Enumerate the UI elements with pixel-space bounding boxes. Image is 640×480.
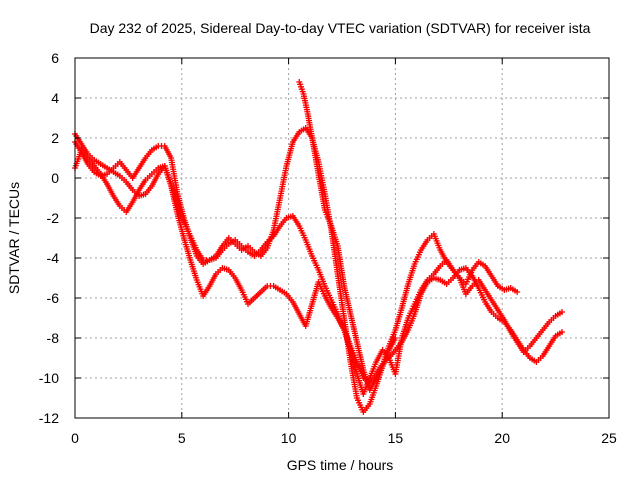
x-tick-label: 10 — [281, 430, 297, 446]
y-tick-label: -6 — [47, 290, 60, 306]
plot-frame — [74, 57, 610, 419]
x-tick-label: 15 — [388, 430, 404, 446]
y-tick-label: 6 — [51, 50, 59, 66]
y-tick-label: 0 — [51, 170, 59, 186]
chart-title: Day 232 of 2025, Sidereal Day-to-day VTE… — [90, 20, 591, 36]
data-points — [72, 79, 566, 415]
axis-ticks: 0 5 10 15 20 25 -12 -10 -8 -6 -4 -2 0 2 4 6 — [39, 50, 617, 446]
y-tick-label: -12 — [39, 410, 59, 426]
data-point-marker — [514, 289, 521, 295]
data-point-marker — [559, 309, 566, 315]
y-tick-label: -8 — [47, 330, 60, 346]
y-axis-title: SDTVAR / TECUs — [6, 182, 22, 294]
x-tick-label: 5 — [178, 430, 186, 446]
y-tick-label: 2 — [51, 130, 59, 146]
x-axis-title: GPS time / hours — [287, 457, 394, 473]
y-tick-label: -4 — [47, 250, 60, 266]
y-tick-label: -2 — [47, 210, 60, 226]
data-point-marker — [392, 335, 399, 341]
data-point-marker — [559, 329, 566, 335]
y-tick-label: 4 — [51, 90, 59, 106]
x-tick-label: 0 — [71, 430, 79, 446]
y-tick-label: -10 — [39, 370, 59, 386]
x-tick-label: 20 — [494, 430, 510, 446]
x-tick-label: 25 — [601, 430, 617, 446]
